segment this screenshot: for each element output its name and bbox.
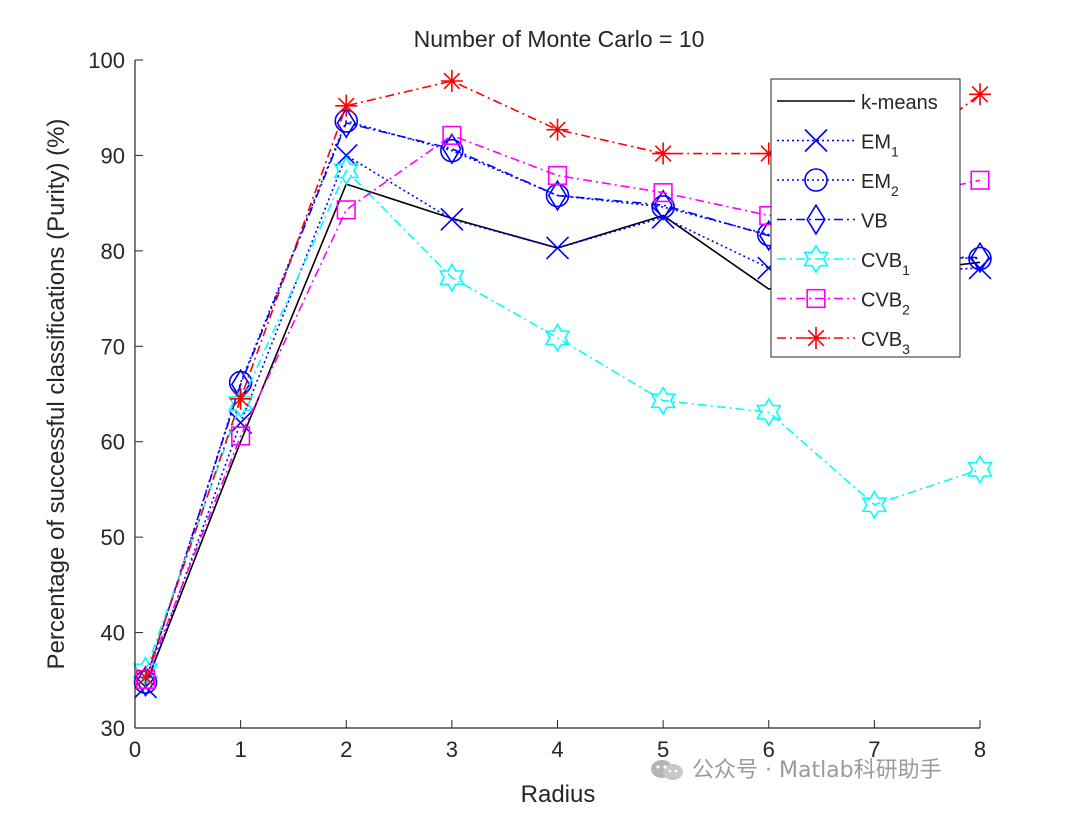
legend-entry: VB [777,203,888,236]
hexagram-marker [803,244,829,274]
y-tick-label: 40 [101,621,125,646]
x-tick-label: 2 [340,737,352,762]
hexagram-marker [650,385,676,416]
y-tick-label: 60 [101,430,125,455]
square-marker [653,183,673,203]
x-marker [440,207,464,231]
watermark-text: 公众号 · Matlab科研助手 [692,758,942,783]
hexagram-marker [544,322,571,353]
diamond-marker [336,107,356,139]
wechat-icon [651,760,683,780]
square-marker [547,165,568,186]
square-marker [231,426,251,446]
x-tick-label: 7 [868,737,880,762]
square-marker [970,170,990,190]
legend-box [770,78,961,358]
asterisk-marker [546,118,569,141]
square-marker [336,200,356,220]
diamond-marker [970,241,990,274]
y-axis-label: Percentage of successful classifications… [43,119,70,670]
diamond-marker [547,179,568,212]
x-tick-label: 1 [235,737,247,762]
hexagram-marker [333,155,360,186]
asterisk-marker [652,142,675,165]
x-marker [229,411,253,435]
series-line [144,169,981,672]
legend-entry: CVB3 [777,327,910,357]
x-tick-label: 6 [763,737,775,762]
asterisk-marker [229,387,252,410]
hexagram-marker [439,262,465,293]
watermark: 公众号 · Matlab科研助手 [650,752,942,784]
x-marker [545,236,570,260]
y-tick-label: 100 [88,48,125,73]
x-tick-label: 8 [974,737,986,762]
diamond-marker [653,189,673,221]
x-tick-label: 3 [446,737,458,762]
x-marker [334,143,358,167]
x-tick-label: 5 [657,737,669,762]
asterisk-marker [440,69,463,92]
square-marker [442,125,462,145]
diamond-marker [442,132,462,165]
y-tick-label: 30 [101,716,125,741]
hexagram-marker [967,454,993,485]
y-tick-label: 70 [101,334,125,359]
legend-label: EM2 [861,171,899,199]
legend-entry: EM1 [777,128,899,160]
legend-label: CVB1 [861,250,910,278]
square-marker [806,288,826,309]
diamond-marker [135,665,156,698]
legend-entry: k-means [777,92,938,114]
asterisk-marker [335,94,358,117]
x-marker [804,128,828,153]
hexagram-marker [755,397,782,427]
x-axis-label: Radius [521,781,596,808]
asterisk-marker [757,142,780,165]
asterisk-marker [969,83,991,106]
diamond-marker [806,203,826,236]
legend-entry: CVB1 [777,244,910,278]
legend-label: EM1 [861,132,899,160]
legend-label: k-means [861,92,938,114]
chart-title: Number of Monte Carlo = 10 [414,26,705,52]
series-cvb-1 [132,155,993,686]
y-tick-label: 50 [101,525,125,550]
y-tick-label: 80 [101,239,125,264]
legend: k-means EM1 EM2 VB CVB1 CVB2 CVB3 [770,78,961,358]
legend-label: CVB2 [861,290,910,318]
x-tick-label: 0 [129,737,141,762]
y-tick-label: 90 [101,143,125,168]
legend-label: VB [861,211,888,233]
asterisk-marker [134,666,157,689]
legend-label: CVB3 [861,329,910,357]
legend-entry: EM2 [777,168,899,199]
x-tick-label: 4 [551,737,563,762]
hexagram-marker [861,489,888,520]
hexagram-marker [227,388,254,419]
legend-entry: CVB2 [777,288,910,318]
circle-marker [804,168,828,192]
asterisk-marker [805,327,827,349]
axes: 0 1 2 3 4 5 6 7 8 30 40 50 60 70 80 90 100 [88,48,986,762]
circle-marker [968,246,992,271]
